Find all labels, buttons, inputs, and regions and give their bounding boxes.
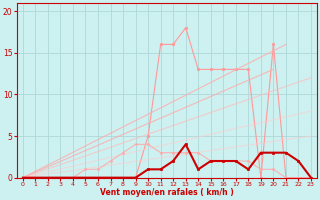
X-axis label: Vent moyen/en rafales ( km/h ): Vent moyen/en rafales ( km/h ) [100, 188, 234, 197]
